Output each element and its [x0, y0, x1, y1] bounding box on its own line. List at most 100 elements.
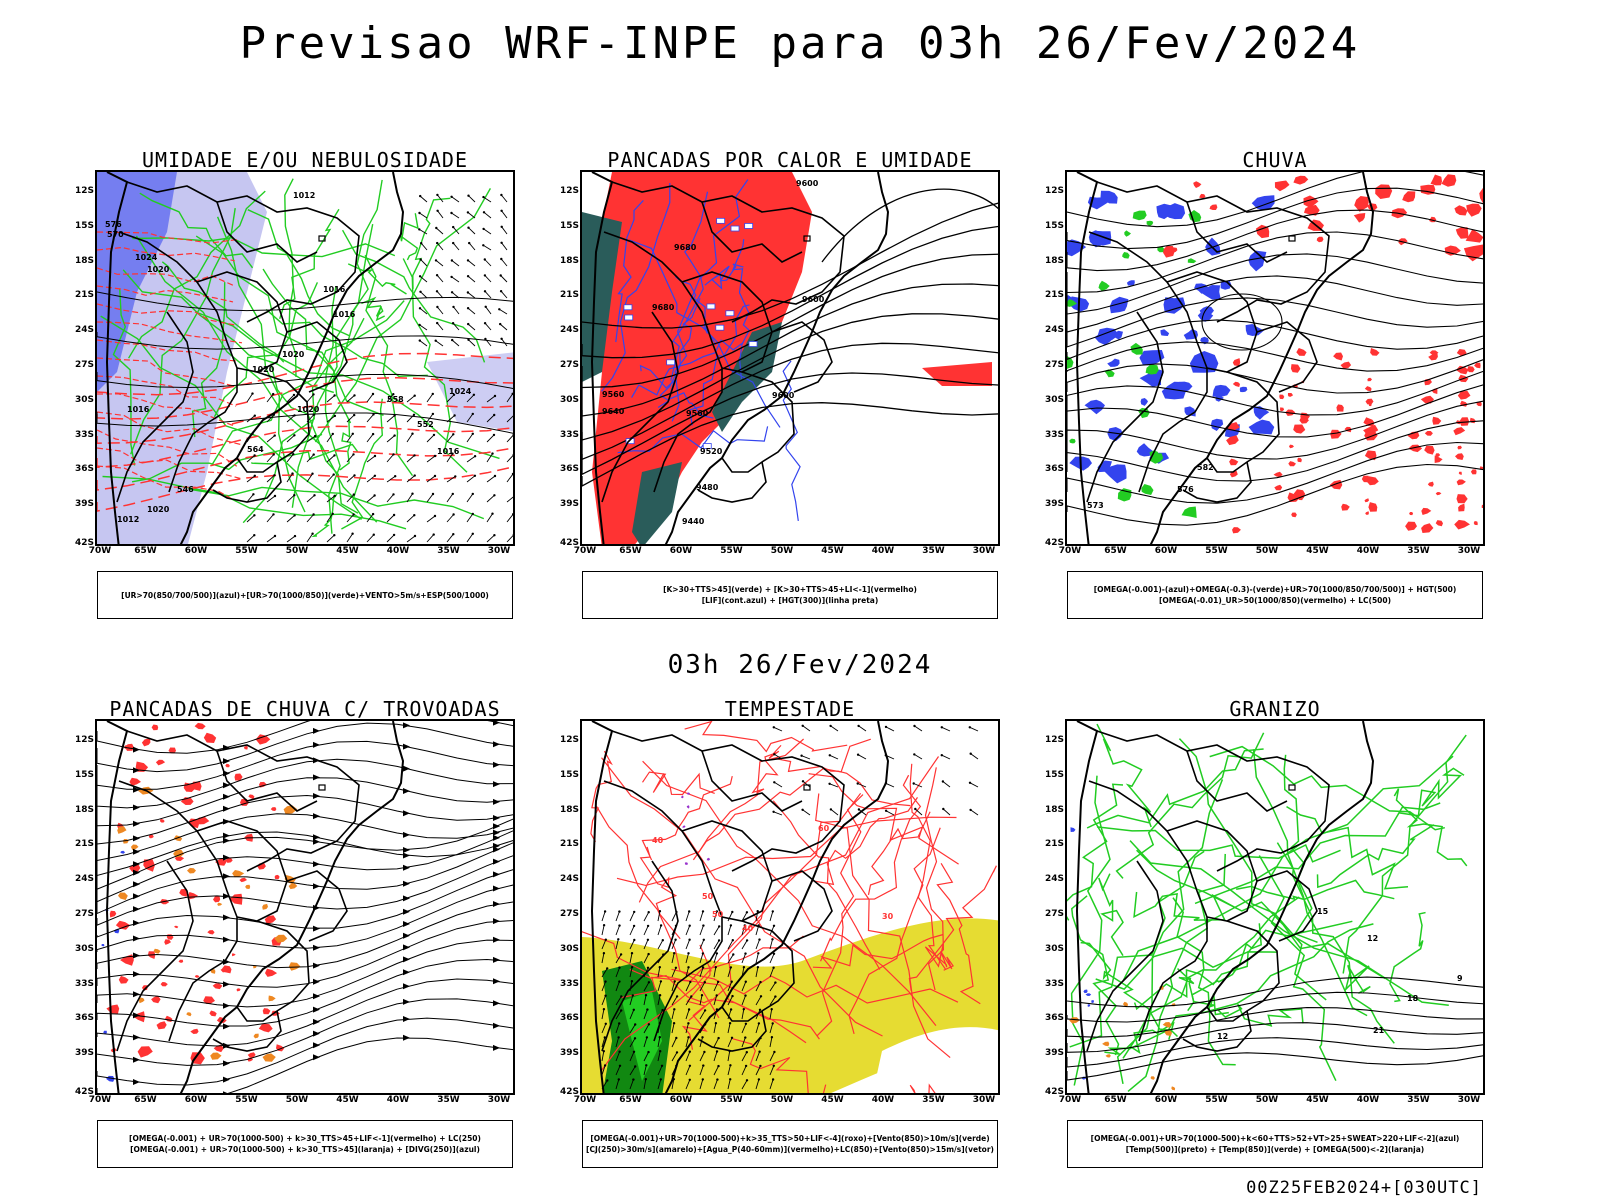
- wind-arrow-head: [451, 492, 454, 496]
- rain-red: [1336, 404, 1344, 412]
- streamline: [97, 869, 513, 938]
- wind-arrow-head: [714, 1022, 718, 1025]
- thickness-contour: [97, 429, 238, 467]
- wind-arrow: [506, 534, 513, 543]
- wind-arrow-head: [253, 534, 256, 537]
- wind-arrow-head: [701, 1036, 704, 1039]
- precip-water-contour: [936, 863, 981, 1005]
- wind-arrow-head: [744, 952, 747, 955]
- wind-arrow-head: [675, 1051, 679, 1054]
- lat-tick-label: 15S: [1044, 220, 1064, 231]
- country-border: [697, 1010, 767, 1052]
- country-border: [236, 371, 310, 473]
- country-border: [701, 750, 803, 812]
- rain-red: [1458, 503, 1465, 512]
- wind-arrow-head: [272, 513, 275, 516]
- map-svg: 40 50 60 50 40 30: [582, 721, 998, 1093]
- wind-arrow-head: [352, 453, 355, 456]
- storm-red: [221, 965, 232, 974]
- wind-arrow: [446, 514, 454, 523]
- rh-contour: [279, 208, 340, 320]
- contour-label: 564: [247, 445, 264, 454]
- streamline: [97, 919, 513, 988]
- wind-arrow: [769, 1065, 775, 1076]
- wind-arrow-head: [688, 938, 691, 941]
- wind-arrow: [420, 291, 428, 299]
- lat-axis: 12S 15S 18S 21S 24S 27S 30S 33S 36S 39S 42S: [553, 170, 579, 548]
- wind-arrow-head: [618, 1050, 621, 1053]
- rain-blue: [1212, 384, 1231, 397]
- panel-title: TEMPESTADE: [724, 697, 856, 721]
- wind-arrow: [629, 1079, 634, 1090]
- storm-red: [188, 892, 198, 900]
- streamline-arrow: [313, 883, 320, 890]
- wind-arrow: [601, 953, 605, 964]
- rain-red: [1473, 521, 1478, 526]
- storm-orange: [288, 962, 301, 971]
- wind-arrow: [615, 1065, 621, 1076]
- wind-arrow: [969, 726, 979, 732]
- wind-arrow-head: [772, 810, 775, 813]
- wind-arrow-head: [602, 1008, 606, 1011]
- wind-arrow-head: [745, 939, 749, 942]
- li-label-box: [623, 304, 633, 311]
- lon-tick-label: 45W: [1306, 1095, 1329, 1105]
- temp850-contour: [1286, 806, 1409, 890]
- contour-label: 9560: [686, 409, 709, 418]
- wind-arrow-head: [353, 413, 356, 417]
- wind-arrow-head: [715, 994, 718, 997]
- lat-axis: 12S 15S 18S 21S 24S 27S 30S 33S 36S 39S 42S: [1038, 719, 1064, 1097]
- panel-title: GRANIZO: [1229, 697, 1321, 721]
- omega-orange: [1105, 1054, 1111, 1058]
- wind-arrow: [741, 940, 748, 950]
- precip-water-contour: [808, 773, 959, 865]
- temp850-contour: [1127, 923, 1374, 1051]
- streamline-arrow: [223, 873, 230, 880]
- wind-arrow: [857, 754, 867, 760]
- country-border: [216, 201, 318, 263]
- temp850-contour: [1217, 1003, 1304, 1027]
- wind-arrow: [485, 338, 492, 347]
- country-border: [1096, 730, 1330, 872]
- lat-tick-label: 42S: [74, 538, 94, 548]
- wind-arrow-head: [482, 244, 485, 247]
- wind-arrow-head: [771, 910, 774, 913]
- streamline-arrow: [493, 936, 500, 943]
- precip-water-contour: [924, 767, 945, 991]
- rain-red: [1457, 445, 1462, 450]
- wind-arrow-head: [436, 241, 439, 245]
- storm-red: [213, 1044, 224, 1053]
- rain-green: [1098, 280, 1110, 292]
- rain-green: [1104, 369, 1115, 378]
- rain-green: [1188, 210, 1202, 223]
- contour-line: [1067, 187, 1483, 250]
- wind-arrow: [435, 340, 444, 347]
- rain-green: [1157, 246, 1165, 253]
- wind-arrow: [727, 1051, 731, 1062]
- wind-arrow-head: [759, 980, 762, 984]
- rain-green: [1124, 230, 1131, 237]
- wind-arrow-head: [687, 966, 690, 969]
- wind-arrow-head: [702, 1064, 705, 1067]
- lat-tick-label: 36S: [74, 1013, 94, 1024]
- li-label-box: [748, 341, 758, 347]
- country-border: [116, 311, 194, 503]
- contour-label: 9440: [682, 517, 705, 526]
- lat-axis: 12S 15S 18S 21S 24S 27S 30S 33S 36S 39S 42S: [68, 170, 94, 548]
- temp850-contour: [1258, 855, 1337, 1081]
- contour-label: 1024: [135, 253, 158, 262]
- wind-arrow-head: [603, 910, 607, 913]
- wind-arrow-head: [660, 1064, 664, 1067]
- streamline-arrow: [403, 852, 410, 859]
- lat-tick-label: 30S: [1044, 394, 1064, 405]
- wind-arrow-head: [644, 994, 648, 997]
- storm-red: [274, 874, 280, 880]
- rain-red: [1430, 174, 1442, 186]
- country-border: [196, 820, 288, 922]
- wind-arrow: [685, 1065, 691, 1076]
- wind-arrow: [419, 212, 428, 219]
- wind-arrow: [671, 996, 678, 1006]
- lon-tick-label: 55W: [235, 1095, 258, 1105]
- wind-arrow-head: [451, 338, 454, 342]
- streamline-arrow: [493, 858, 500, 865]
